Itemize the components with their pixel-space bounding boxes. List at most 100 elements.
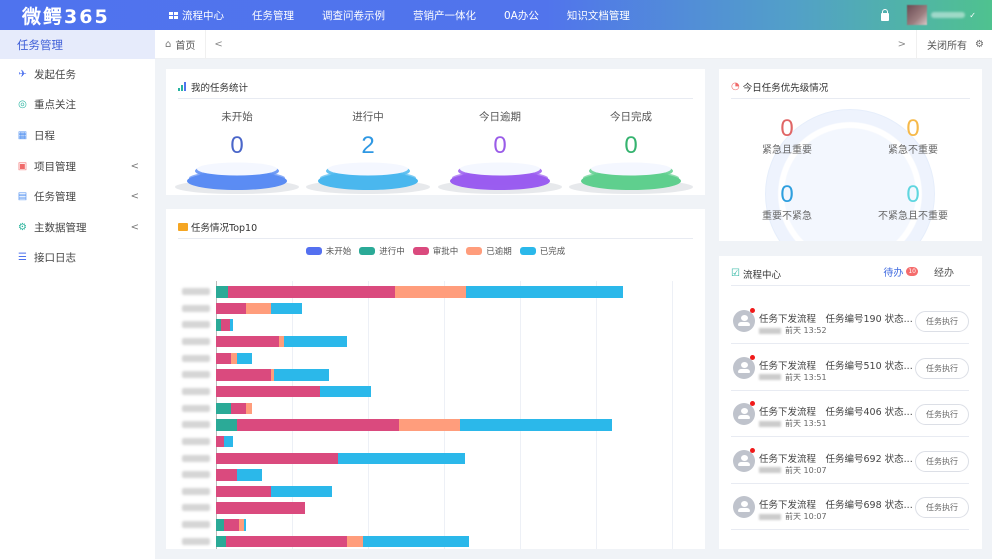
priority-important-not-urgent[interactable]: 0 重要不紧急	[762, 181, 812, 222]
bar-segment[interactable]	[223, 435, 234, 448]
stat-1[interactable]: 进行中 2	[303, 109, 433, 194]
lock-icon[interactable]	[881, 8, 890, 21]
topnav-item-flow-center[interactable]: 流程中心	[155, 0, 238, 30]
legend-item[interactable]: 进行中	[359, 245, 405, 257]
priority-not-urgent-not-important[interactable]: 0 不紧急且不重要	[878, 181, 948, 222]
bar-segment[interactable]	[236, 419, 400, 431]
bar-segment[interactable]	[238, 519, 245, 531]
bar-segment[interactable]	[216, 535, 226, 548]
stat-3[interactable]: 今日完成 0	[566, 109, 696, 194]
topnav-item-marketing[interactable]: 营销产一体化	[413, 9, 476, 22]
sidebar-item-api-log[interactable]: ☰ 接口日志	[18, 252, 76, 265]
bar-row[interactable]	[216, 469, 262, 481]
legend-item[interactable]: 未开始	[305, 245, 351, 257]
sidebar-item-focus[interactable]: ◎ 重点关注	[18, 99, 76, 112]
stat-0[interactable]: 未开始 0	[172, 109, 302, 194]
bar-segment[interactable]	[236, 469, 262, 481]
sidebar-item-schedule[interactable]: ▦ 日程	[17, 129, 55, 142]
bar-segment[interactable]	[216, 319, 221, 331]
sidebar-item-master-data[interactable]: ⚙ 主数据管理 <	[18, 221, 139, 234]
bar-segment[interactable]	[395, 286, 467, 298]
bar-segment[interactable]	[284, 335, 348, 348]
flow-list-item[interactable]: 任务下发流程 任务编号692 状态... 前天 10:07 任务执行	[731, 438, 969, 484]
bar-segment[interactable]	[271, 485, 333, 498]
bar-row[interactable]	[216, 385, 372, 398]
bar-segment[interactable]	[230, 319, 233, 331]
topnav-item-oa[interactable]: 0A办公	[504, 9, 539, 22]
bar-segment[interactable]	[216, 452, 338, 464]
sidebar-item-task-management[interactable]: ▤ 任务管理 <	[17, 191, 139, 204]
bar-segment[interactable]	[216, 519, 224, 531]
bar-segment[interactable]	[347, 535, 363, 548]
stat-2[interactable]: 今日逾期 0	[435, 109, 565, 194]
close-all-tabs-button[interactable]: 关闭所有 ⚙	[927, 38, 984, 52]
bar-segment[interactable]	[466, 286, 624, 298]
topnav-item-task-management[interactable]: 任务管理	[252, 9, 294, 22]
execute-task-button[interactable]: 任务执行	[915, 497, 969, 518]
priority-urgent-not-important[interactable]: 0 紧急不重要	[888, 115, 938, 156]
bar-segment[interactable]	[246, 302, 272, 315]
bar-segment[interactable]	[228, 286, 396, 298]
bar-segment[interactable]	[216, 385, 321, 398]
bar-segment[interactable]	[225, 535, 348, 548]
bar-segment[interactable]	[236, 352, 252, 365]
bar-row[interactable]	[216, 286, 624, 298]
bar-segment[interactable]	[223, 519, 239, 531]
bar-segment[interactable]	[216, 302, 247, 315]
legend-item[interactable]: 已完成	[519, 245, 565, 257]
tab-handled[interactable]: 经办	[934, 268, 954, 279]
bar-row[interactable]	[216, 369, 330, 381]
execute-task-button[interactable]: 任务执行	[915, 450, 969, 472]
flow-list-item[interactable]: 任务下发流程 任务编号698 状态... 前天 10:07 任务执行	[731, 484, 969, 530]
priority-urgent-important[interactable]: 0 紧急且重要	[762, 115, 812, 156]
legend-item[interactable]: 已逾期	[466, 245, 512, 257]
bar-segment[interactable]	[459, 419, 612, 431]
bar-segment[interactable]	[362, 535, 470, 548]
bar-row[interactable]	[216, 535, 470, 548]
execute-task-button[interactable]: 任务执行	[915, 357, 969, 379]
bar-row[interactable]	[216, 485, 333, 498]
bar-row[interactable]	[216, 435, 234, 448]
execute-task-button[interactable]: 任务执行	[915, 311, 969, 332]
bar-segment[interactable]	[271, 369, 274, 381]
bar-segment[interactable]	[231, 352, 237, 365]
bar-row[interactable]	[216, 452, 465, 464]
bar-row[interactable]	[216, 335, 348, 348]
flow-list-item[interactable]: 任务下发流程 任务编号190 状态... 前天 13:52 任务执行	[731, 298, 969, 344]
bar-segment[interactable]	[244, 519, 247, 531]
tab-home[interactable]: ⌂ 首页	[155, 29, 207, 59]
bar-row[interactable]	[216, 519, 247, 531]
tab-scroll-right-button[interactable]: >	[888, 29, 918, 59]
execute-task-button[interactable]: 任务执行	[915, 404, 969, 425]
bar-segment[interactable]	[231, 402, 247, 415]
bar-segment[interactable]	[320, 385, 372, 398]
tab-todo[interactable]: 待办 10	[883, 267, 918, 279]
bar-segment[interactable]	[271, 302, 302, 315]
topnav-item-knowledge-docs[interactable]: 知识文档管理	[566, 9, 630, 22]
bar-segment[interactable]	[216, 402, 232, 415]
bar-segment[interactable]	[246, 402, 252, 415]
topnav-item-survey-demo[interactable]: 调查问卷示例	[322, 9, 385, 22]
bar-segment[interactable]	[273, 369, 330, 381]
user-menu[interactable]: ✓	[907, 5, 976, 25]
bar-row[interactable]	[216, 502, 305, 514]
bar-segment[interactable]	[216, 435, 224, 448]
bar-row[interactable]	[216, 352, 252, 365]
gear-icon[interactable]: ⚙	[975, 38, 984, 50]
bar-segment[interactable]	[337, 452, 465, 464]
legend-item[interactable]: 审批中	[412, 245, 458, 257]
bar-segment[interactable]	[216, 485, 272, 498]
bar-segment[interactable]	[399, 419, 460, 431]
flow-list-item[interactable]: 任务下发流程 任务编号510 状态... 前天 13:51 任务执行	[731, 345, 969, 391]
bar-segment[interactable]	[216, 419, 237, 431]
bar-row[interactable]	[216, 302, 302, 315]
bar-segment[interactable]	[216, 369, 272, 381]
bar-segment[interactable]	[216, 286, 229, 298]
bar-segment[interactable]	[216, 352, 232, 365]
bar-segment[interactable]	[216, 469, 237, 481]
bar-row[interactable]	[216, 319, 233, 331]
tab-scroll-left-button[interactable]: <	[214, 38, 223, 50]
sidebar-item-project-management[interactable]: ▣ 项目管理 <	[17, 160, 139, 173]
bar-segment[interactable]	[279, 335, 285, 348]
bar-segment[interactable]	[220, 319, 231, 331]
